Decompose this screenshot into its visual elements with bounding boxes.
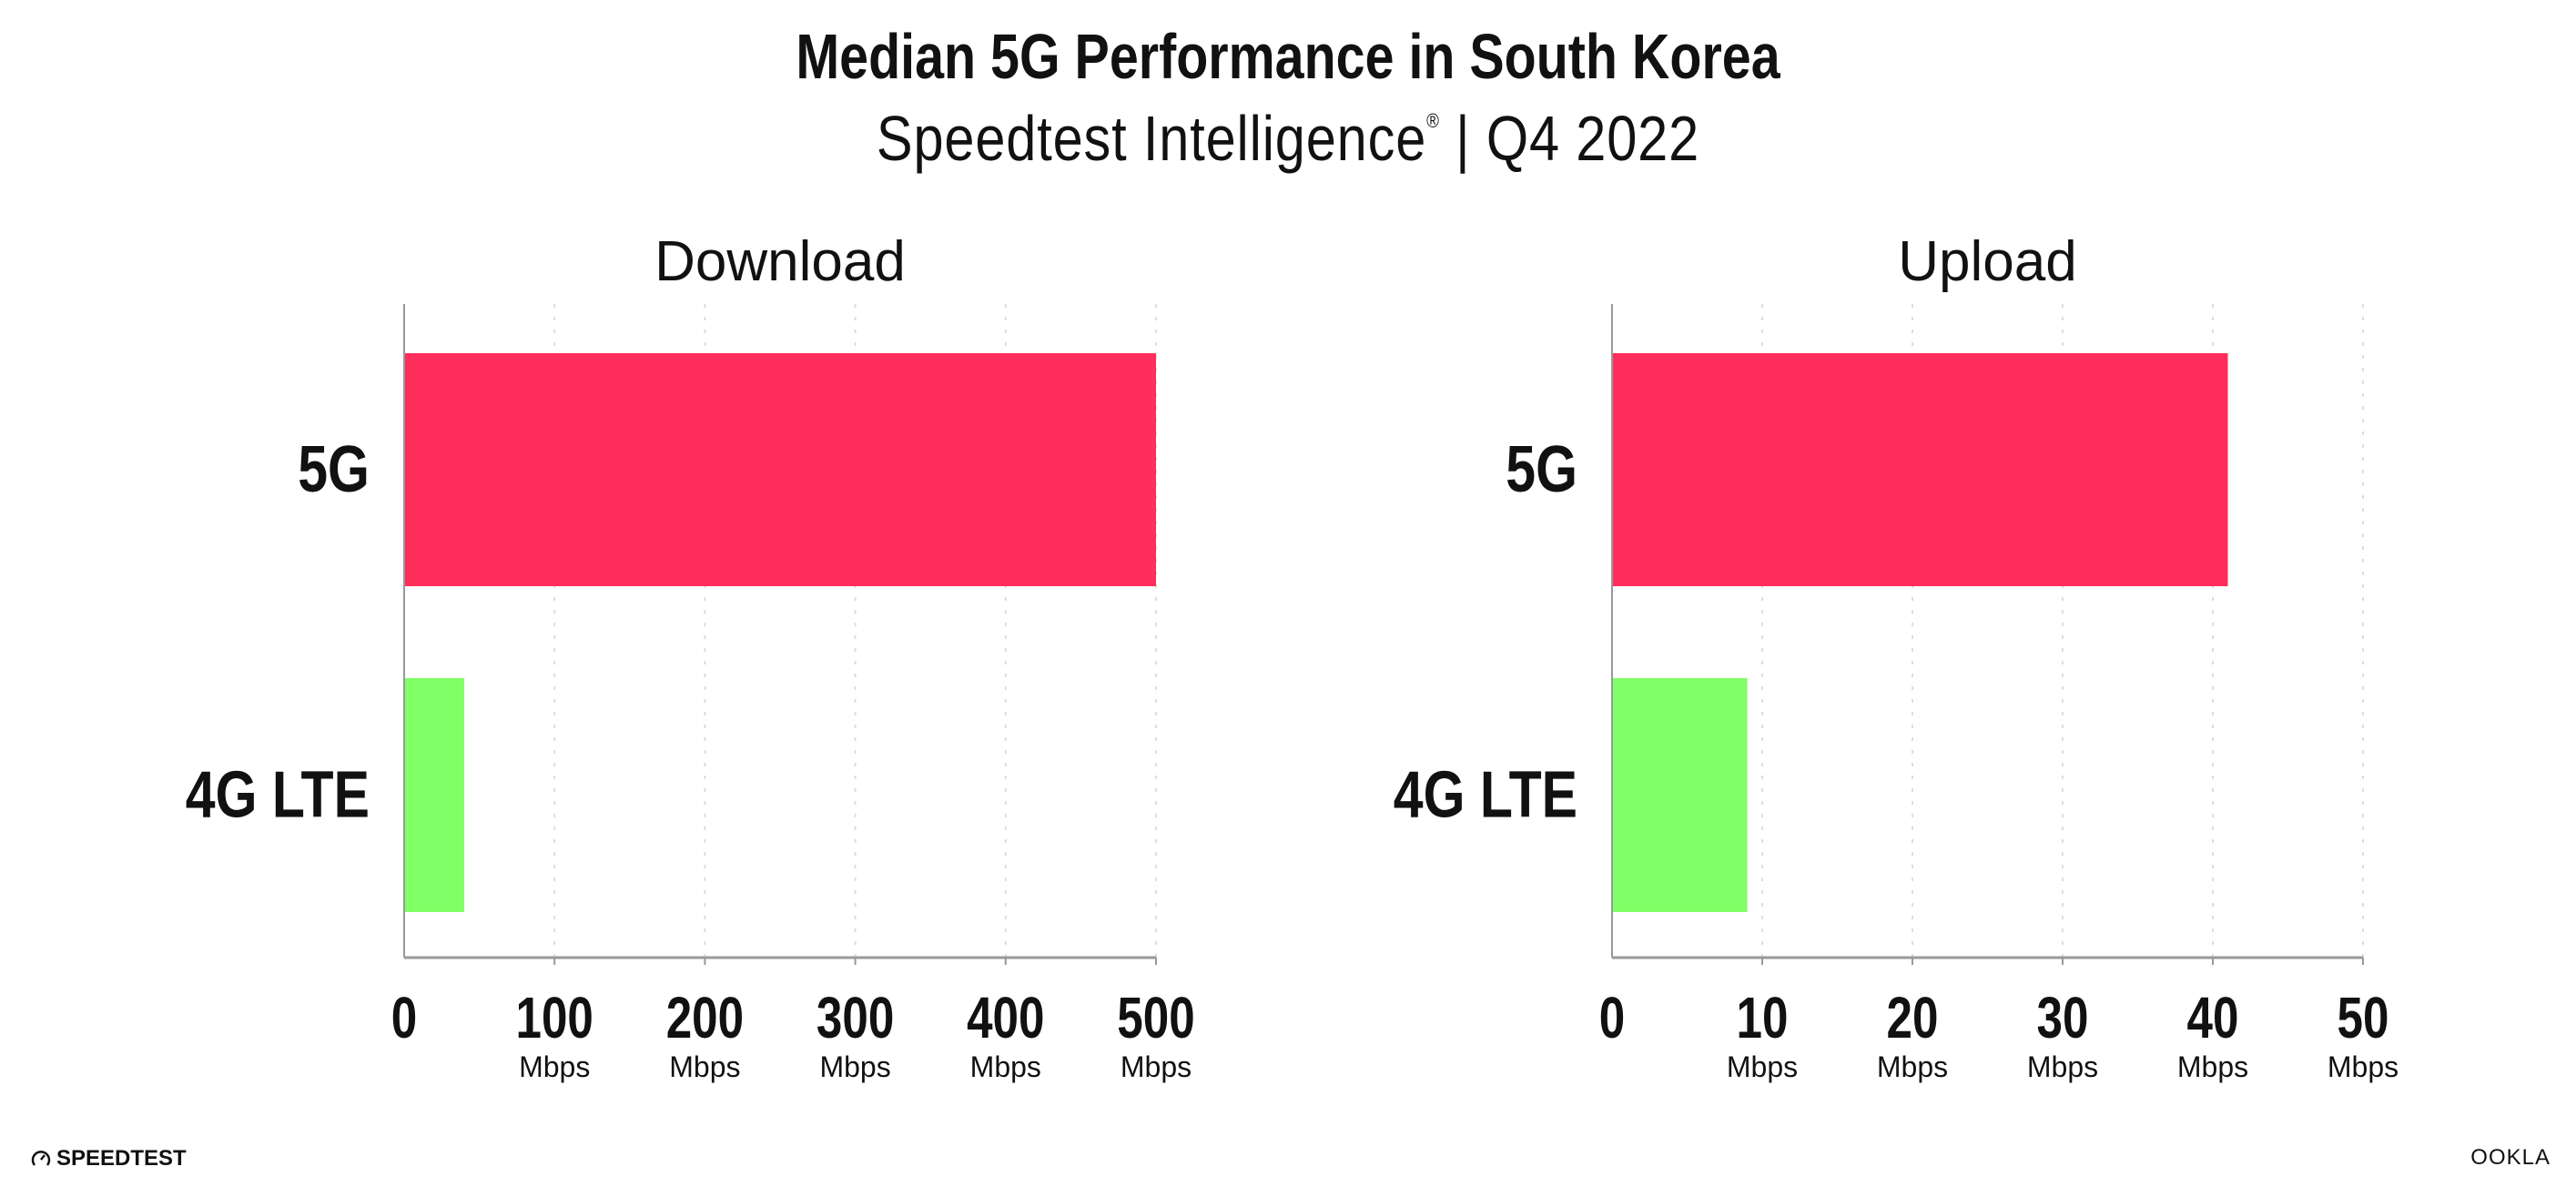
tick-label: 30	[2037, 987, 2089, 1051]
tick-unit: Mbps	[669, 1050, 740, 1083]
tick-unit: Mbps	[2328, 1050, 2399, 1083]
tick-unit: Mbps	[1727, 1050, 1798, 1083]
tick-label: 500	[1117, 987, 1194, 1051]
chart-subtitle: Speedtest Intelligence® | Q4 2022	[193, 102, 2383, 175]
speedtest-logo-text: SPEEDTEST	[56, 1146, 187, 1171]
bar-4g-lte	[404, 678, 465, 912]
tick-unit: Mbps	[970, 1050, 1041, 1083]
category-label: 5G	[298, 431, 370, 505]
tick-unit: Mbps	[2027, 1050, 2098, 1083]
tick-unit: Mbps	[2177, 1050, 2248, 1083]
speedometer-icon	[31, 1151, 51, 1166]
category-label: 5G	[1506, 431, 1577, 505]
subtitle-period: | Q4 2022	[1455, 103, 1700, 174]
registered-mark: ®	[1426, 109, 1440, 132]
category-label: 4G LTE	[1394, 757, 1577, 831]
bar-5g	[1612, 353, 2228, 586]
tick-unit: Mbps	[1121, 1050, 1192, 1083]
tick-unit: Mbps	[819, 1050, 890, 1083]
tick-label: 400	[967, 987, 1044, 1051]
subtitle-text: Speedtest Intelligence	[876, 103, 1427, 174]
category-label: 4G LTE	[186, 757, 370, 831]
tick-unit: Mbps	[1877, 1050, 1948, 1083]
tick-label: 100	[515, 987, 593, 1051]
tick-unit: Mbps	[519, 1050, 590, 1083]
panel-title: Download	[654, 230, 906, 293]
tick-label: 0	[391, 987, 417, 1051]
tick-label: 200	[666, 987, 744, 1051]
ookla-logo: OOKLA	[2470, 1145, 2551, 1170]
chart-title: Median 5G Performance in South Korea	[796, 21, 1780, 92]
tick-label: 20	[1887, 987, 1939, 1051]
bar-4g-lte	[1612, 678, 1748, 912]
tick-label: 40	[2187, 987, 2239, 1051]
tick-label: 50	[2338, 987, 2389, 1051]
tick-label: 0	[1599, 987, 1625, 1051]
tick-label: 300	[816, 987, 894, 1051]
speedtest-logo: SPEEDTEST	[31, 1146, 187, 1172]
tick-label: 10	[1737, 987, 1789, 1051]
bar-5g	[404, 353, 1156, 586]
panel-title: Upload	[1898, 230, 2076, 293]
